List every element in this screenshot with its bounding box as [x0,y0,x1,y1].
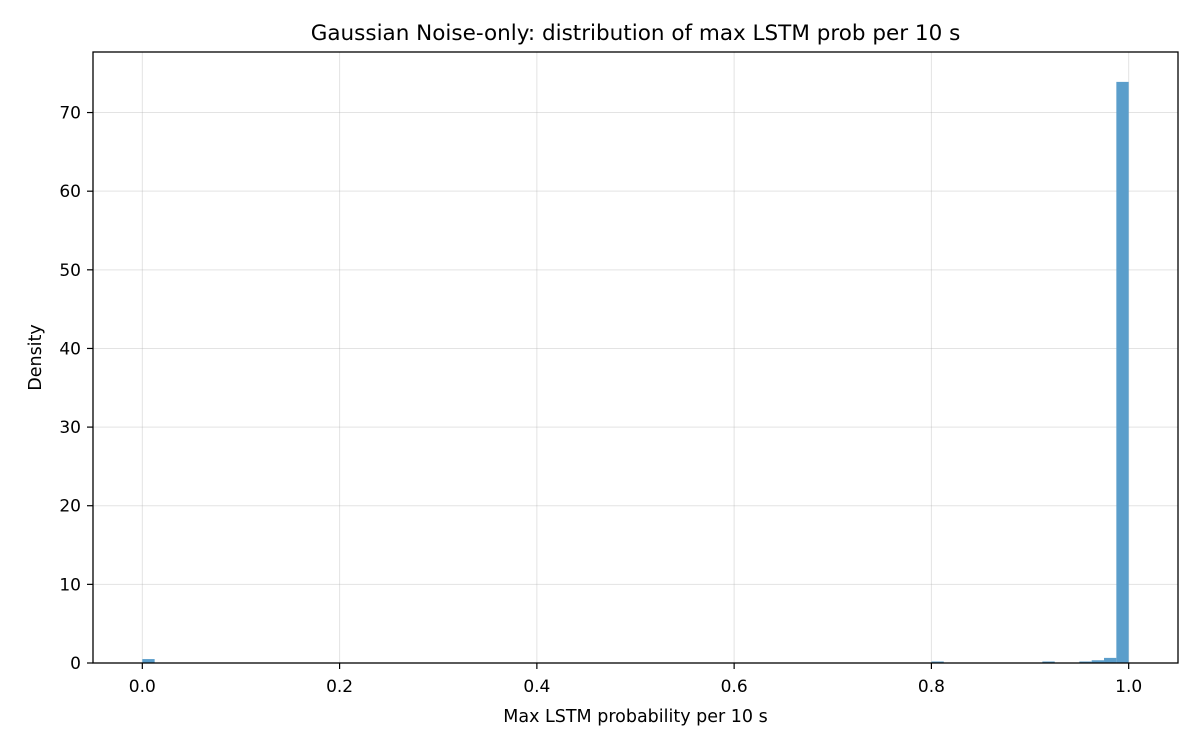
x-tick-label: 0.0 [129,677,156,697]
y-tick-label: 0 [70,654,81,674]
plot-frame [92,51,1179,664]
y-tick-label: 60 [59,182,81,202]
y-tick-label: 40 [59,339,81,359]
axis-ticks: 0.0 0.2 0.4 0.6 0.8 1.0 0 10 20 30 40 50 60 70 [59,104,1142,697]
x-tick-label: 1.0 [1115,677,1142,697]
x-tick-label: 0.4 [523,677,550,697]
histogram-bar [1079,661,1092,663]
histogram-bars [142,81,1129,664]
histogram-bar [1091,660,1105,663]
y-axis-label: Density [26,324,46,391]
x-tick-label: 0.6 [721,677,748,697]
y-tick-label: 20 [59,497,81,517]
y-tick-label: 10 [59,575,81,595]
y-tick-label: 50 [59,261,81,281]
histogram-bar [1104,657,1117,663]
x-axis-label: Max LSTM probability per 10 s [503,707,767,727]
histogram-bar [142,659,155,663]
x-tick-label: 0.2 [326,677,353,697]
chart-title: Gaussian Noise-only: distribution of max… [311,21,961,46]
y-tick-label: 70 [59,104,81,124]
histogram-bar [931,661,944,663]
histogram-bar [1042,661,1055,663]
histogram-bar [1116,81,1129,664]
y-tick-label: 30 [59,418,81,438]
gridlines [93,52,1178,664]
x-tick-label: 0.8 [918,677,945,697]
